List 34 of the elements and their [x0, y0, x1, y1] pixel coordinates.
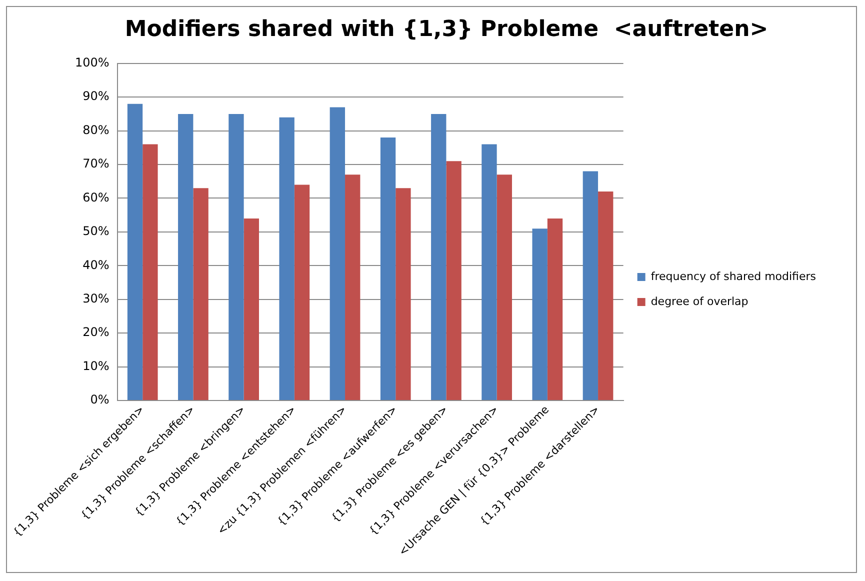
- y-tick-label: 0%: [90, 392, 110, 407]
- bar: [228, 114, 244, 400]
- y-tick-label: 30%: [82, 291, 110, 306]
- bar: [294, 184, 310, 400]
- bar: [431, 114, 446, 400]
- bar: [532, 228, 548, 400]
- legend-label: frequency of shared modifiers: [650, 270, 816, 283]
- y-tick-label: 90%: [82, 89, 110, 104]
- bar: [178, 114, 194, 400]
- bar: [482, 144, 497, 400]
- y-tick-label: 70%: [82, 156, 110, 171]
- y-tick-label: 100%: [74, 56, 110, 70]
- bar: [380, 138, 396, 400]
- bar: [496, 174, 512, 400]
- bar: [396, 188, 411, 400]
- y-tick-label: 10%: [82, 358, 110, 373]
- y-tick-label: 40%: [82, 258, 110, 272]
- bar: [193, 188, 208, 400]
- y-tick-label: 80%: [82, 122, 110, 137]
- y-tick-label: 50%: [82, 224, 110, 238]
- bar: [127, 104, 143, 400]
- bar: [582, 171, 598, 400]
- chart-title: Modifiers shared with {1,3} Probleme <auftreten>: [124, 16, 768, 42]
- legend-label: degree of overlap: [650, 294, 748, 308]
- y-tick-label: 60%: [82, 190, 110, 204]
- bar: [446, 161, 462, 400]
- bar: [244, 218, 259, 400]
- bar: [142, 144, 158, 400]
- bar: [330, 107, 346, 400]
- y-tick-label: 20%: [82, 325, 110, 340]
- bar: [547, 218, 563, 400]
- bar: [345, 174, 360, 400]
- bar: [279, 117, 294, 400]
- bar: [598, 191, 614, 400]
